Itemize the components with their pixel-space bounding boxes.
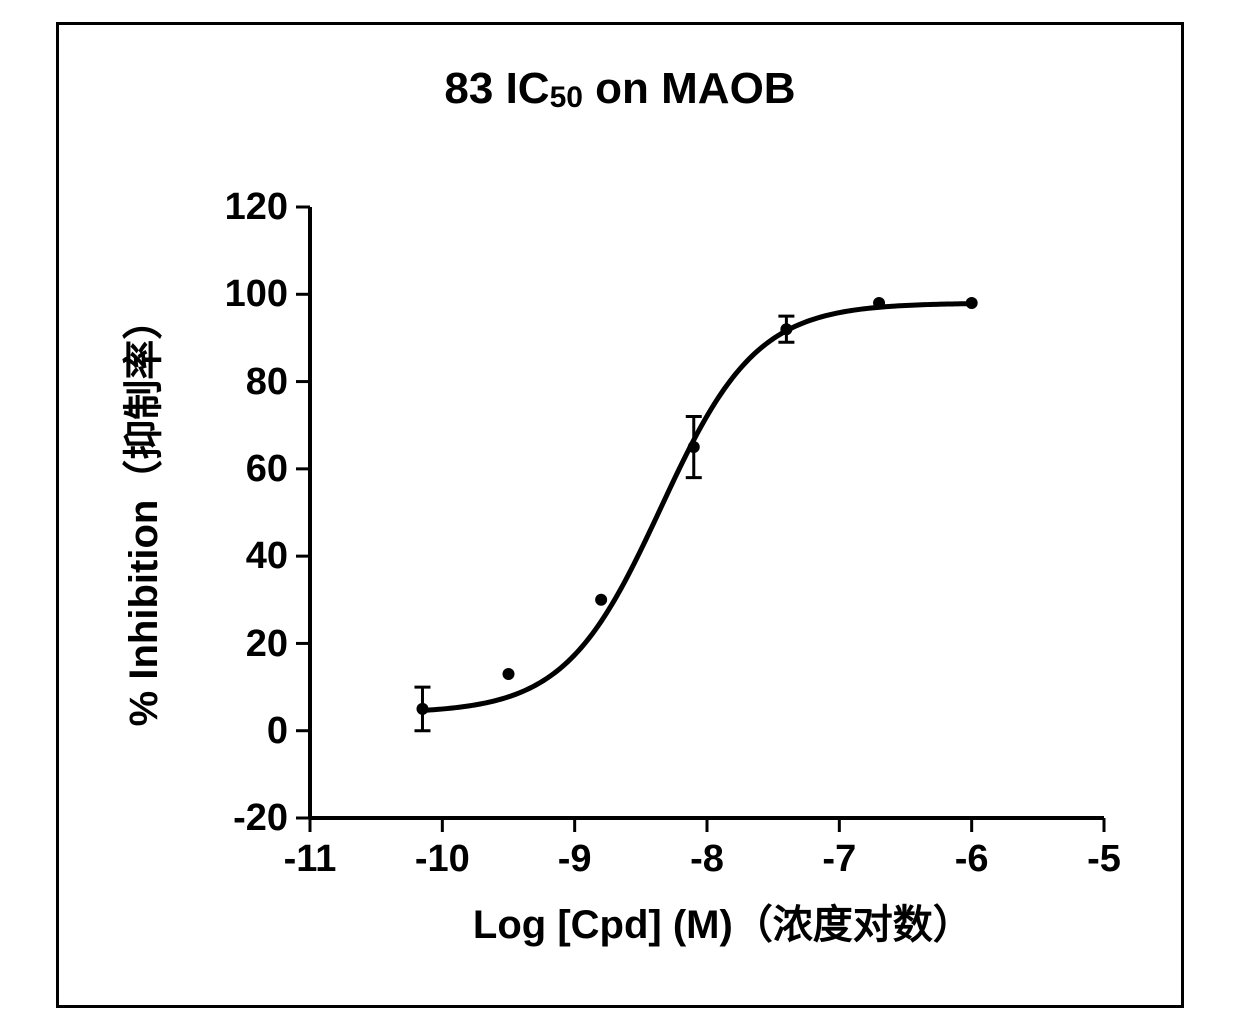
chart-svg xyxy=(0,0,1240,1030)
y-tick-label: 80 xyxy=(246,361,288,404)
y-tick-label: 100 xyxy=(225,273,288,316)
y-tick-label: 0 xyxy=(267,710,288,753)
figure-frame: 83 IC50 on MAOB -20020406080100120 -11-1… xyxy=(0,0,1240,1030)
x-tick-label: -6 xyxy=(942,838,1002,881)
y-axis-label: % Inhibition（抑制率） xyxy=(111,299,169,726)
y-tick-label: 120 xyxy=(225,186,288,229)
x-tick-label: -7 xyxy=(809,838,869,881)
y-tick-label: 20 xyxy=(246,623,288,666)
x-tick-label: -10 xyxy=(412,838,472,881)
y-tick-label: 40 xyxy=(246,535,288,578)
y-tick-label: -20 xyxy=(233,797,288,840)
x-tick-label: -8 xyxy=(677,838,737,881)
x-tick-label: -11 xyxy=(280,838,340,881)
x-tick-label: -9 xyxy=(545,838,605,881)
x-tick-label: -5 xyxy=(1074,838,1134,881)
y-tick-label: 60 xyxy=(246,448,288,491)
x-axis-label: Log [Cpd] (M)（浓度对数） xyxy=(473,892,973,950)
